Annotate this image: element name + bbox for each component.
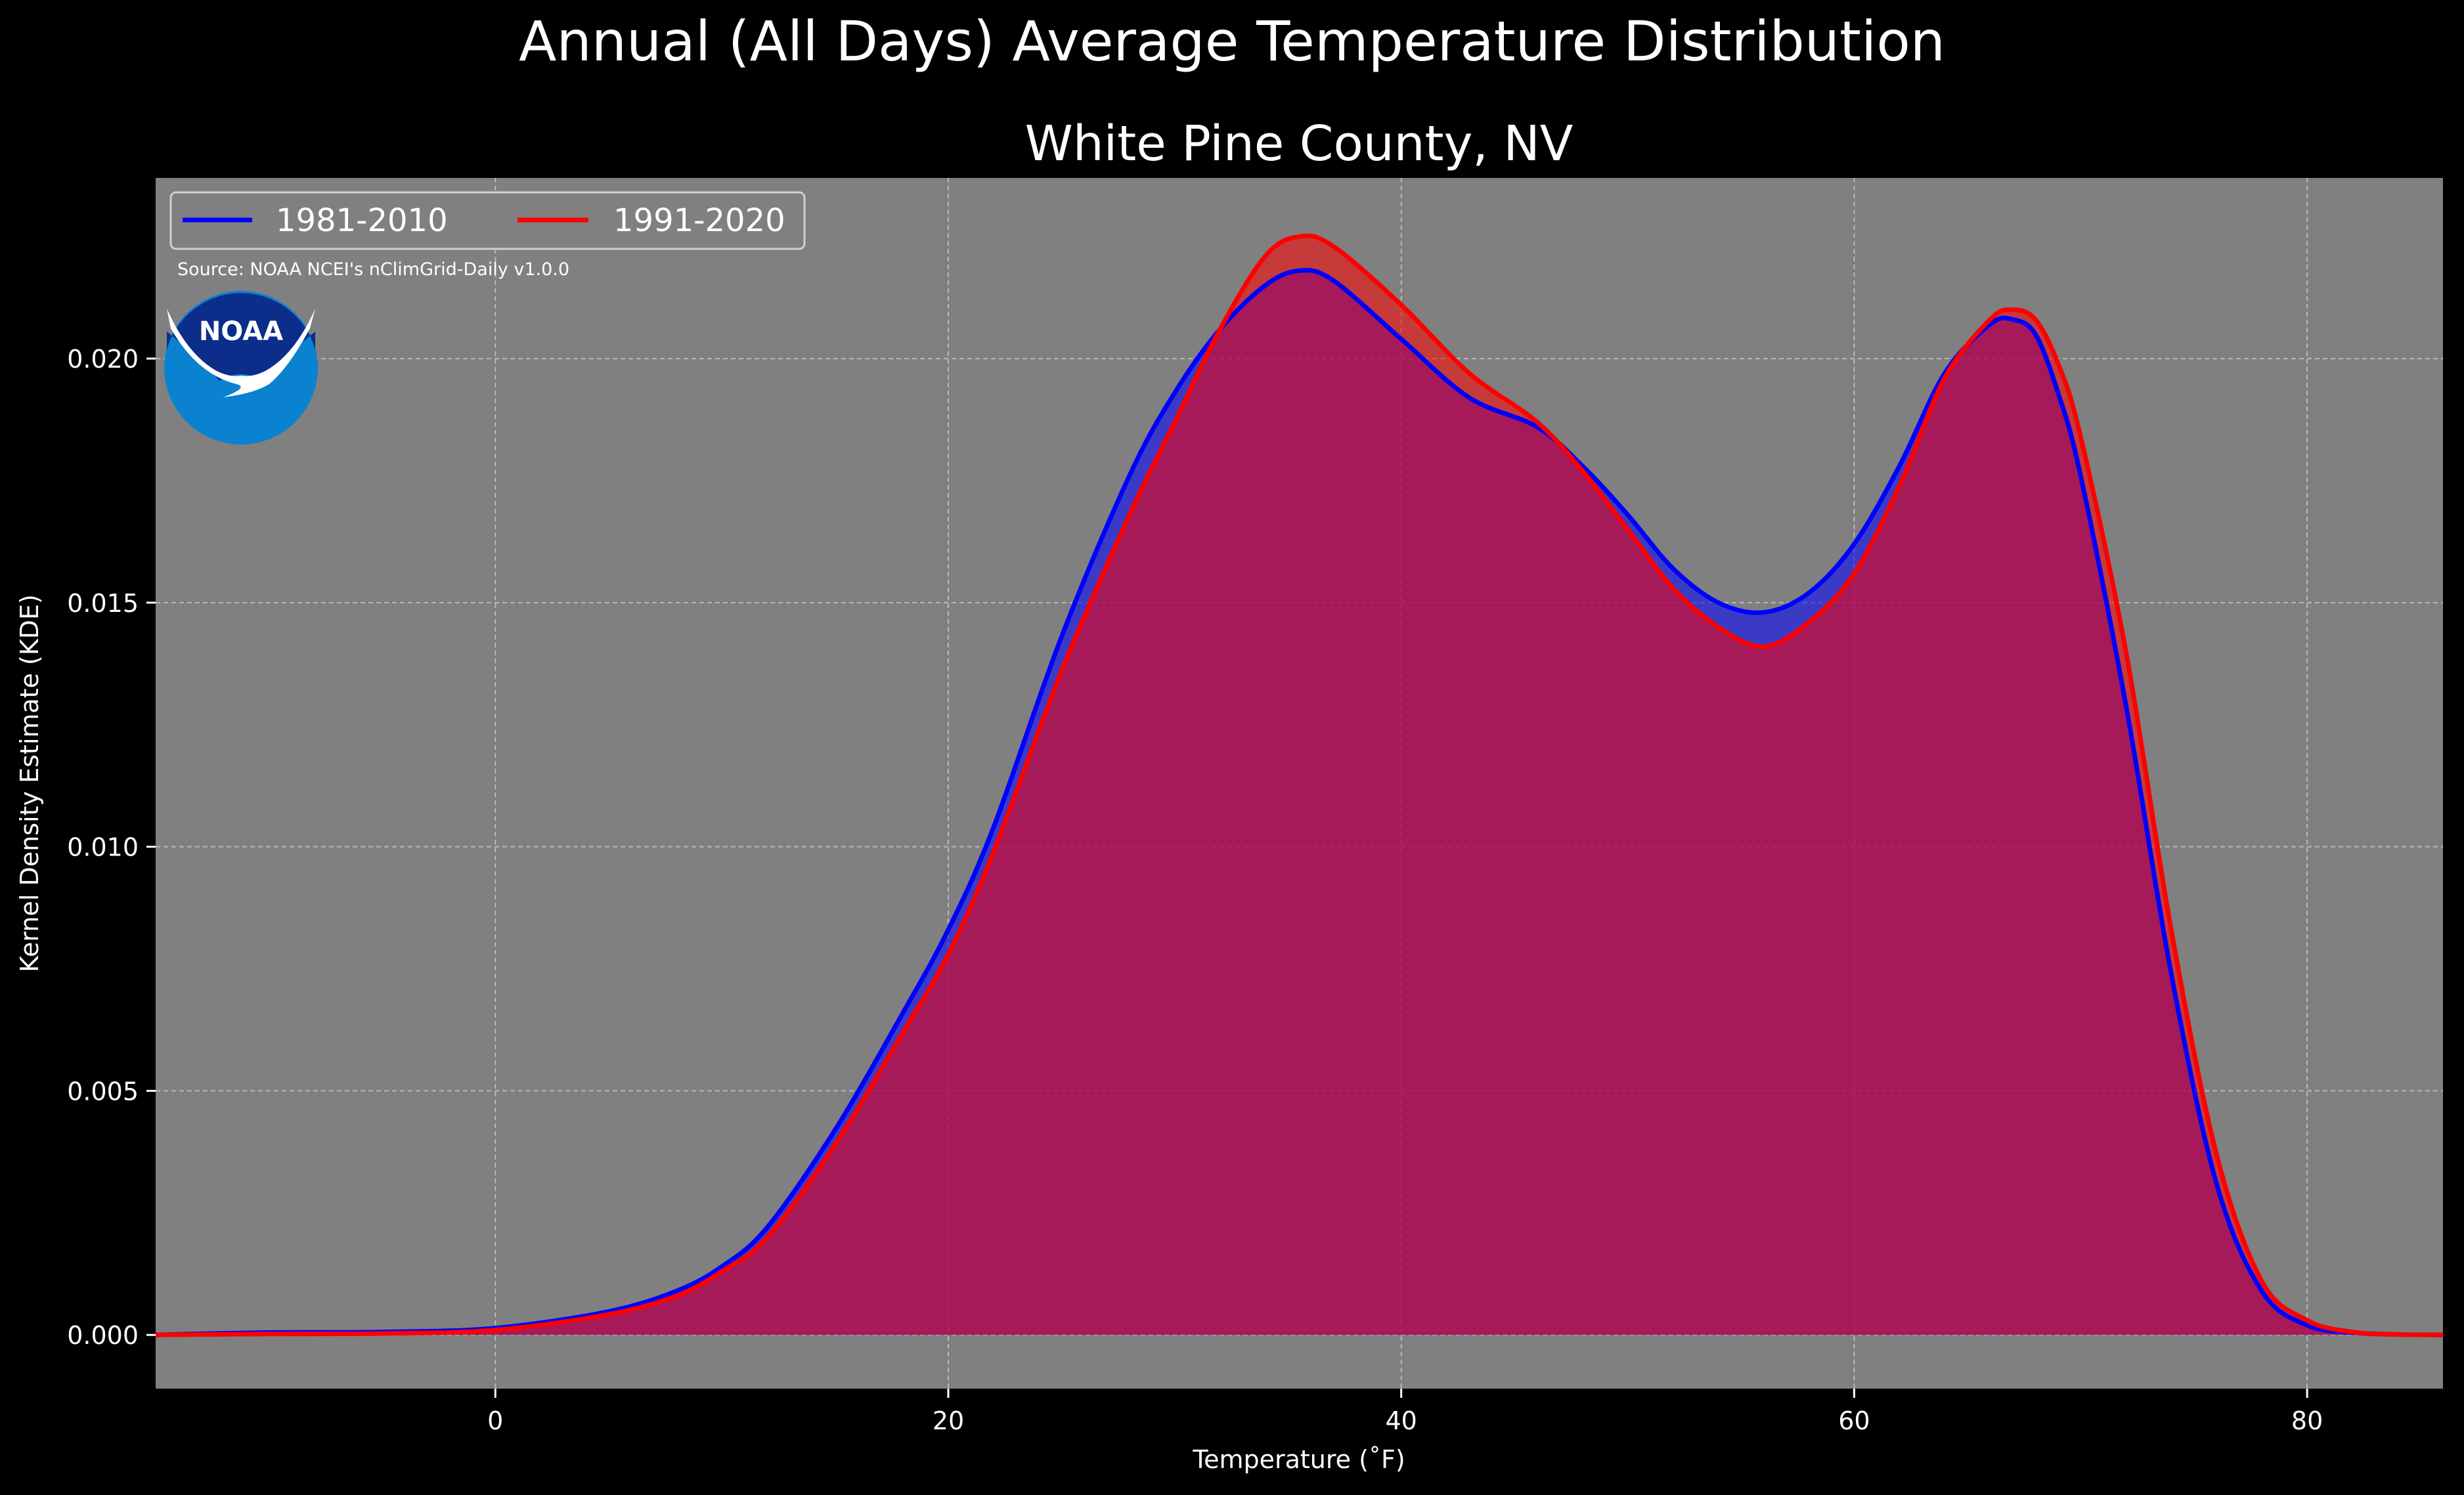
density-areas xyxy=(156,236,2443,1335)
legend: 1981-2010 1991-2020 xyxy=(169,191,806,250)
legend-label-1991-2020: 1991-2020 xyxy=(613,202,785,239)
x-tick-label-40: 40 xyxy=(1386,1406,1417,1435)
y-tick-label-0.020: 0.020 xyxy=(67,345,139,374)
chart-subtitle: White Pine County, NV xyxy=(1025,116,1573,172)
x-tick-label-60: 60 xyxy=(1838,1406,1870,1435)
noaa-logo: NOAA xyxy=(164,291,318,444)
x-tick-label-20: 20 xyxy=(933,1406,964,1435)
legend-box xyxy=(169,191,806,250)
y-axis-label: Kernel Density Estimate (KDE) xyxy=(15,594,44,972)
noaa-logo-seagull-icon xyxy=(167,309,315,397)
y-tick-label-0.015: 0.015 xyxy=(67,589,139,618)
area-1991-2020 xyxy=(156,236,2443,1335)
x-axis-label: Temperature (˚F) xyxy=(1192,1445,1405,1474)
line-1991-2020 xyxy=(155,233,2444,1337)
x-tick-label-80: 80 xyxy=(2291,1406,2323,1435)
density-lines xyxy=(155,233,2444,1337)
legend-label-1981-2010: 1981-2010 xyxy=(276,202,448,239)
x-tick-label-0: 0 xyxy=(487,1406,503,1435)
y-tick-label-0.005: 0.005 xyxy=(67,1077,139,1106)
y-tick-label-0.000: 0.000 xyxy=(67,1321,139,1350)
noaa-logo-sky xyxy=(167,293,315,381)
axis-ticks: 0 20 40 60 80 0.000 0.005 0.010 0.015 0.020 xyxy=(67,345,2323,1435)
line-1981-2010 xyxy=(155,268,2444,1337)
source-note: Source: NOAA NCEI's nClimGrid-Daily v1.0… xyxy=(177,259,569,280)
y-tick-label-0.010: 0.010 xyxy=(67,833,139,862)
chart-title: Annual (All Days) Average Temperature Di… xyxy=(519,9,1945,74)
noaa-logo-text: NOAA xyxy=(199,316,283,347)
